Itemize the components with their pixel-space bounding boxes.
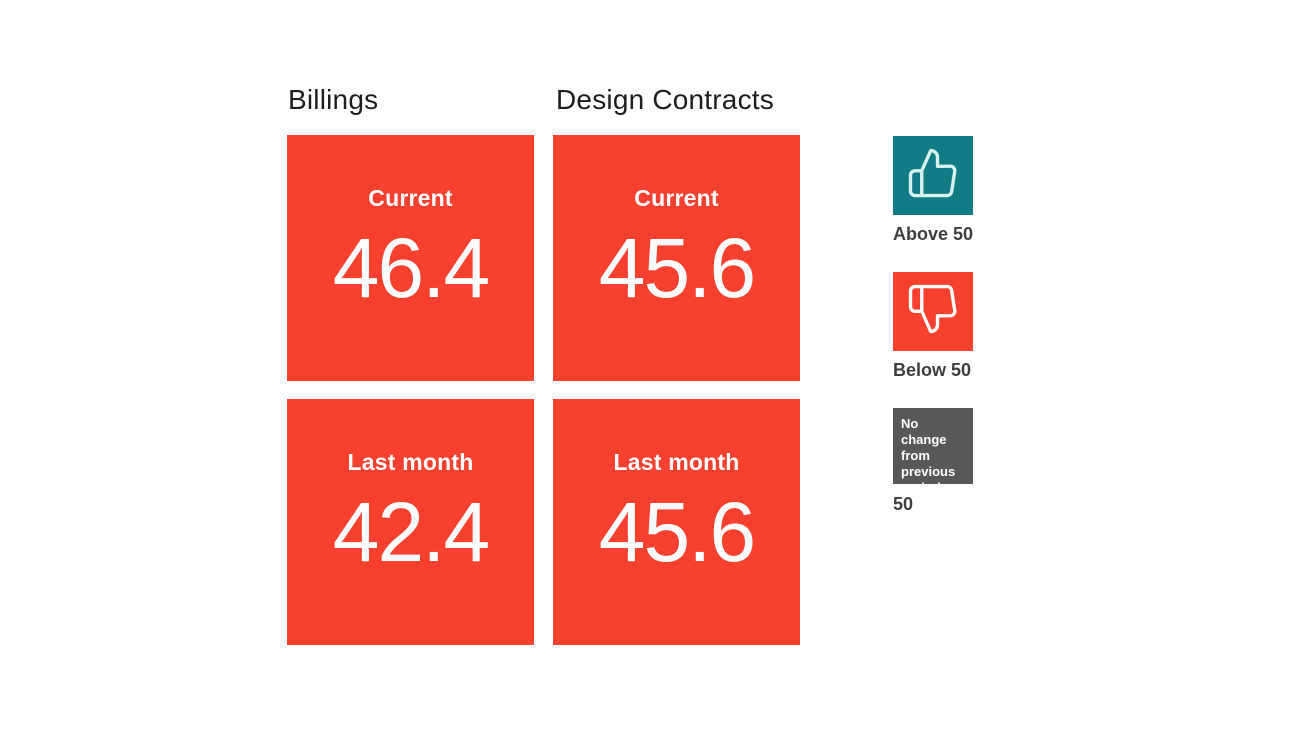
kpi-tile-billings-last-month: Last month 42.4 (287, 399, 534, 645)
tile-value: 46.4 (332, 221, 490, 315)
kpi-tile-design-contracts-current: Current 45.6 (553, 135, 800, 381)
legend-label-below-50: Below 50 (893, 360, 972, 380)
thumbs-up-icon (906, 146, 960, 205)
thumbs-down-icon (906, 282, 960, 341)
tile-label: Last month (613, 449, 740, 475)
legend-swatch-above-50 (893, 136, 973, 215)
tile-value: 45.6 (598, 221, 756, 315)
legend-swatch-below-50 (893, 272, 973, 351)
column-title-billings: Billings (288, 84, 379, 115)
legend-swatch-no-change: No change from previous period (893, 408, 973, 495)
kpi-tile-design-contracts-last-month: Last month 45.6 (553, 399, 800, 645)
tile-label: Current (634, 185, 719, 211)
kpi-tile-billings-current: Current 46.4 (287, 135, 534, 381)
tile-value: 42.4 (332, 485, 490, 579)
column-title-design-contracts: Design Contracts (556, 84, 774, 115)
tile-value: 45.6 (598, 485, 756, 579)
tile-label: Last month (347, 449, 474, 475)
legend-label-50: 50 (893, 494, 914, 514)
tile-label: Current (368, 185, 453, 211)
legend-label-above-50: Above 50 (893, 224, 974, 244)
